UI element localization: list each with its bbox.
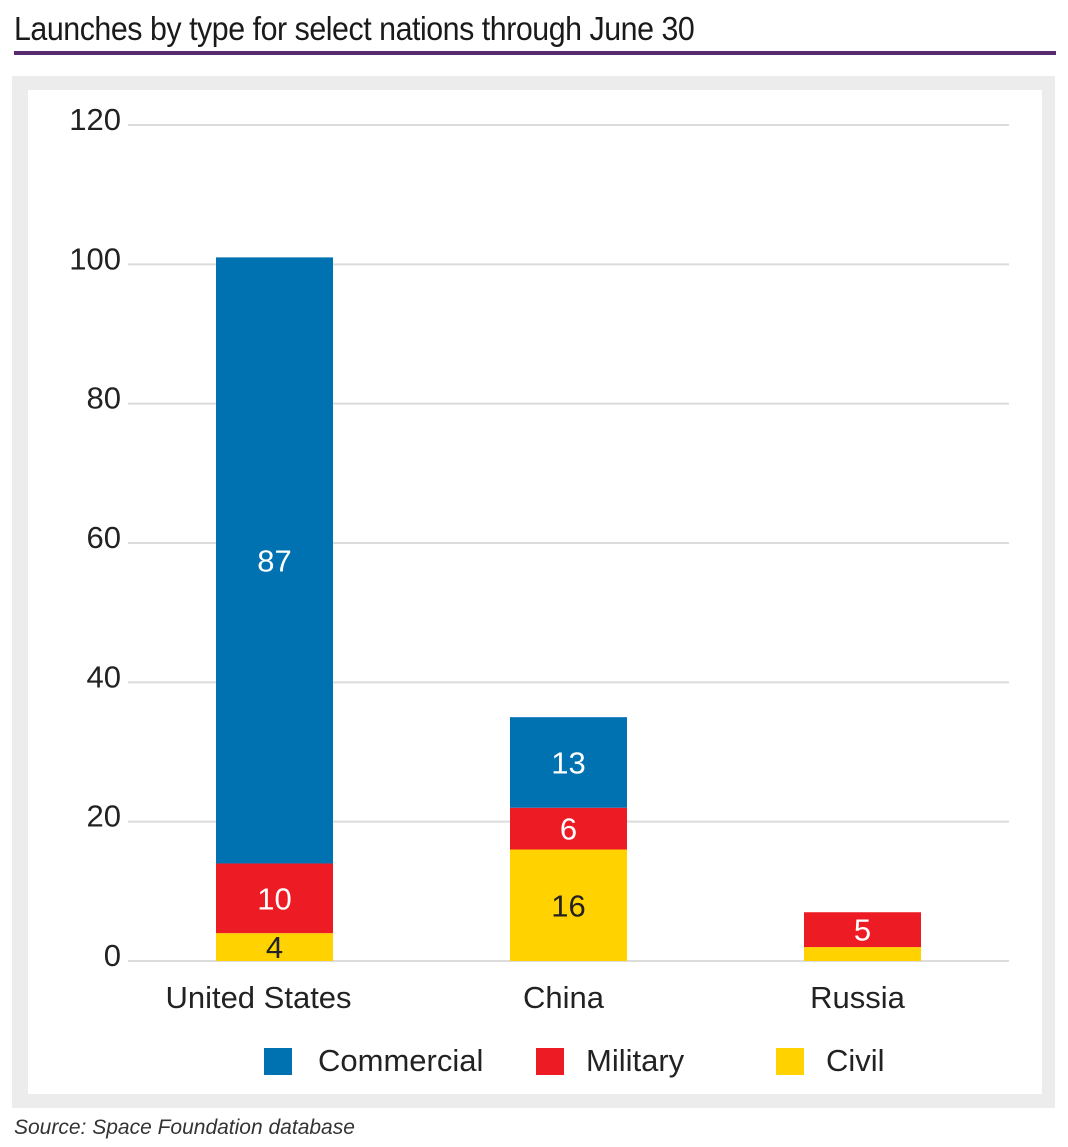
bar-military [216, 863, 333, 934]
y-tick-label: 20 [87, 799, 121, 834]
legend-label-commercial: Commercial [318, 1043, 484, 1078]
legend-item-civil: Civil [776, 1043, 885, 1079]
data-label: 87 [257, 543, 291, 578]
legend-item-military: Military [536, 1043, 684, 1079]
data-label: 4 [266, 930, 283, 965]
y-tick-label: 40 [87, 659, 121, 694]
data-label: 5 [854, 913, 871, 948]
bar-civil [216, 933, 333, 961]
data-label: 13 [551, 745, 585, 780]
bar-commercial [216, 257, 333, 864]
legend-swatch-military [536, 1047, 564, 1075]
data-label: 6 [560, 812, 577, 847]
legend-swatch-commercial [264, 1047, 292, 1075]
legend-label-military: Military [586, 1043, 685, 1078]
data-label: 10 [257, 881, 291, 916]
title-rule [14, 51, 1056, 55]
bar-civil [510, 849, 627, 961]
source-note: Source: Space Foundation database [14, 1116, 355, 1139]
x-tick-label: United States [165, 980, 351, 1015]
bar-military [804, 912, 921, 948]
legend-item-commercial: Commercial [264, 1043, 483, 1079]
legend-swatch-civil [776, 1047, 804, 1075]
y-tick-label: 0 [104, 938, 121, 973]
bar-commercial [510, 717, 627, 808]
legend-label-civil: Civil [826, 1043, 885, 1078]
y-tick-label: 80 [87, 381, 121, 416]
data-label: 16 [551, 888, 585, 923]
x-tick-label: Russia [810, 980, 906, 1015]
y-tick-label: 100 [69, 241, 121, 276]
chart-title: Launches by type for select nations thro… [14, 10, 695, 47]
bar-military [510, 807, 627, 850]
y-tick-label: 60 [87, 520, 121, 555]
y-tick-label: 120 [69, 102, 121, 137]
x-tick-label: China [523, 980, 605, 1015]
bar-civil [804, 947, 921, 961]
